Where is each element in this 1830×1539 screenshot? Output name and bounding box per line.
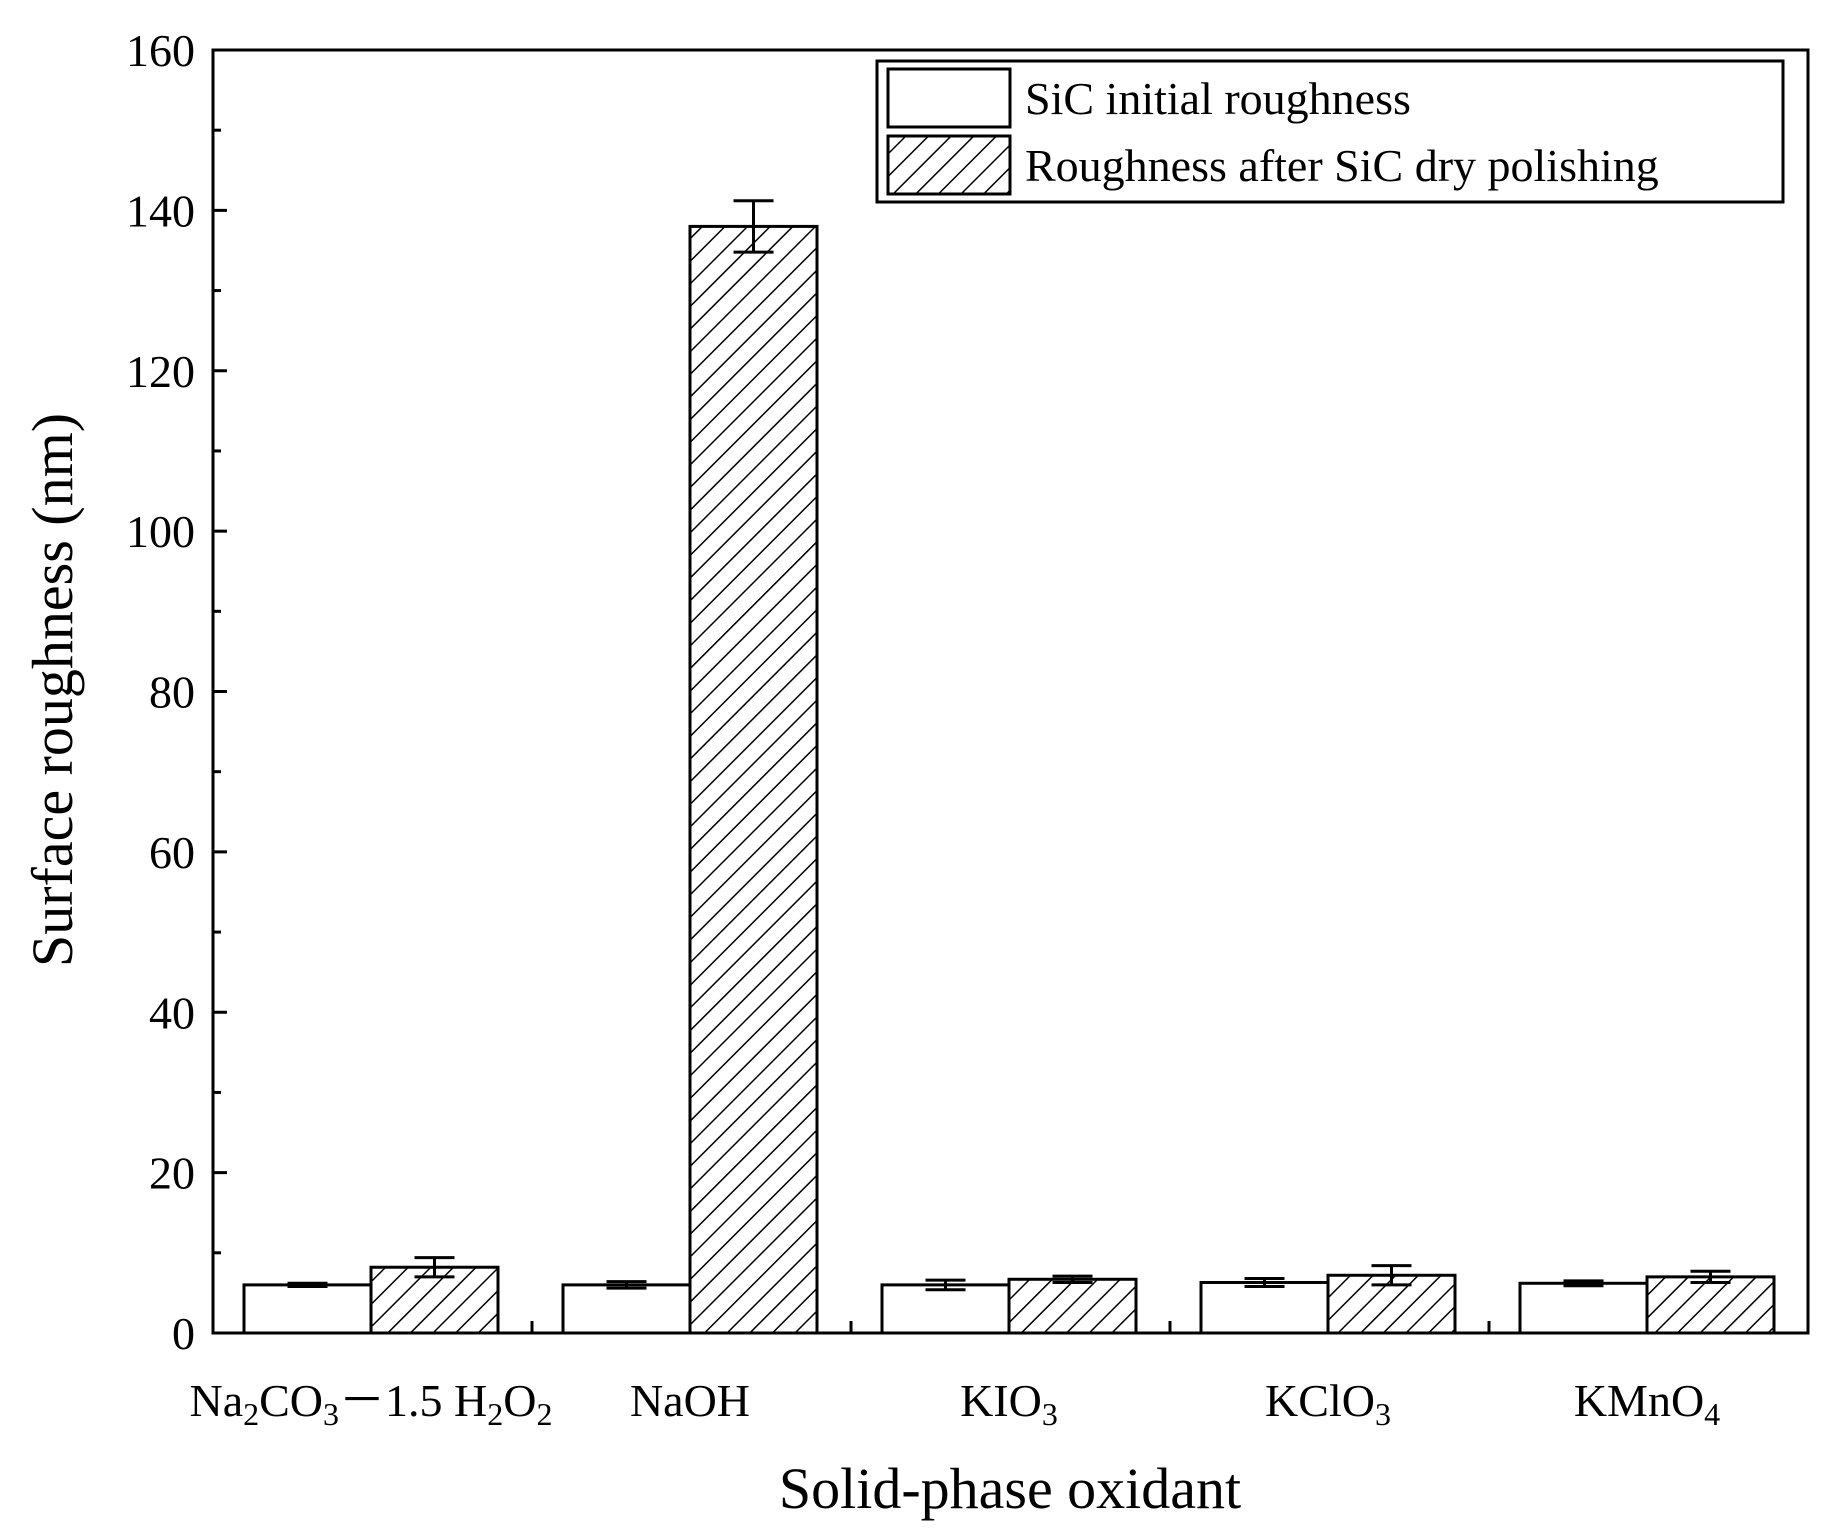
x-tick-label: KClO3 xyxy=(1265,1375,1391,1432)
error-bars-layer xyxy=(287,199,1731,1292)
bars-layer xyxy=(242,224,1776,1335)
legend: SiC initial roughness Roughness after SiC… xyxy=(875,59,1785,204)
y-tick-label: 80 xyxy=(149,667,195,718)
x-tick-label: Na2CO3－1.5 H2O2 xyxy=(189,1375,552,1432)
legend-box xyxy=(875,59,1785,204)
y-tick-label: 40 xyxy=(149,987,195,1038)
axes-layer xyxy=(211,48,1810,1335)
bar xyxy=(1007,1277,1138,1335)
y-tick-label: 60 xyxy=(149,827,195,878)
bar xyxy=(1518,1281,1649,1335)
bar xyxy=(1645,1275,1776,1335)
y-axis-title: Surface roughness (nm) xyxy=(20,413,85,967)
legend-label: Roughness after SiC dry polishing xyxy=(1025,140,1659,191)
x-tick-label: KIO3 xyxy=(960,1375,1058,1432)
y-tick-label: 0 xyxy=(172,1308,195,1359)
x-tick-label: NaOH xyxy=(630,1375,750,1426)
bar xyxy=(688,224,819,1335)
x-tick-label: KMnO4 xyxy=(1574,1375,1720,1432)
y-tick-label: 160 xyxy=(126,25,195,76)
legend-label: SiC initial roughness xyxy=(1025,73,1411,124)
bar xyxy=(1199,1280,1330,1335)
legend-swatch xyxy=(886,134,1012,196)
bar xyxy=(880,1283,1011,1335)
x-axis-title: Solid-phase oxidant xyxy=(779,1456,1241,1521)
plot-frame xyxy=(211,48,1810,1335)
y-tick-label: 100 xyxy=(126,506,195,557)
y-tick-label: 20 xyxy=(149,1148,195,1199)
bar xyxy=(242,1283,373,1335)
bar xyxy=(561,1283,692,1335)
y-tick-label: 140 xyxy=(126,185,195,236)
legend-swatch xyxy=(886,67,1012,129)
y-tick-label: 120 xyxy=(126,346,195,397)
labels-layer: 0 20 40 60 80 100 120 140 160 Na2CO3－1.5 H2O2 NaOH… xyxy=(126,25,1720,1432)
